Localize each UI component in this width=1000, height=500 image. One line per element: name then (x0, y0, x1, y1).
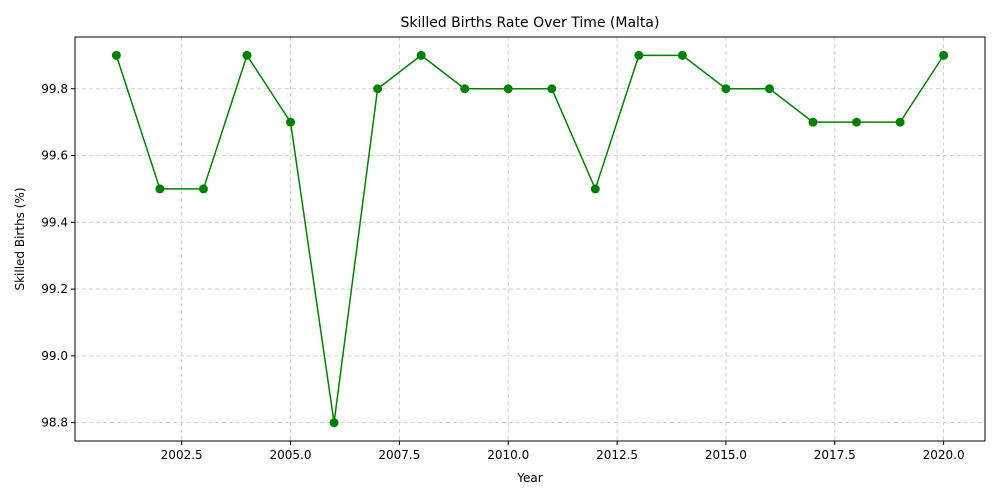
data-point (721, 84, 731, 94)
data-point (416, 50, 426, 60)
data-point (373, 84, 383, 94)
data-point (634, 50, 644, 60)
x-tick-label: 2002.5 (161, 448, 203, 462)
y-axis-label: Skilled Births (%) (13, 187, 27, 290)
x-axis: 2002.5 2005.0 2007.5 2010.0 2012.5 2015.0 2017… (161, 441, 965, 462)
y-tick-label: 99.6 (41, 149, 68, 163)
data-point (503, 84, 513, 94)
x-tick-label: 2005.0 (270, 448, 312, 462)
y-tick-label: 99.2 (41, 282, 68, 296)
y-tick-label: 99.0 (41, 349, 68, 363)
data-point (764, 84, 774, 94)
data-point (852, 117, 862, 127)
data-point (242, 50, 252, 60)
x-axis-label: Year (516, 471, 542, 485)
y-axis: 98.8 99.0 99.2 99.4 99.6 99.8 (41, 82, 75, 430)
series-line (115, 53, 945, 423)
x-tick-label: 2015.0 (705, 448, 747, 462)
x-tick-label: 2010.0 (487, 448, 529, 462)
data-point (460, 84, 470, 94)
data-point (286, 117, 296, 127)
x-tick-label: 2017.5 (814, 448, 856, 462)
grid (75, 37, 985, 441)
x-tick-label: 2012.5 (596, 448, 638, 462)
data-point (329, 418, 339, 428)
data-point (677, 50, 687, 60)
x-tick-label: 2020.0 (923, 448, 965, 462)
series (111, 50, 949, 428)
data-point (547, 84, 557, 94)
data-point (155, 184, 165, 194)
data-point (895, 117, 905, 127)
x-tick-label: 2007.5 (378, 448, 420, 462)
plot-frame (74, 36, 986, 442)
data-point (198, 184, 208, 194)
data-point (939, 50, 949, 60)
chart-title: Skilled Births Rate Over Time (Malta) (401, 15, 660, 31)
y-tick-label: 99.4 (41, 215, 68, 229)
data-point (808, 117, 818, 127)
data-point (590, 184, 600, 194)
y-tick-label: 99.8 (41, 82, 68, 96)
y-tick-label: 98.8 (41, 416, 68, 430)
data-point (111, 50, 121, 60)
